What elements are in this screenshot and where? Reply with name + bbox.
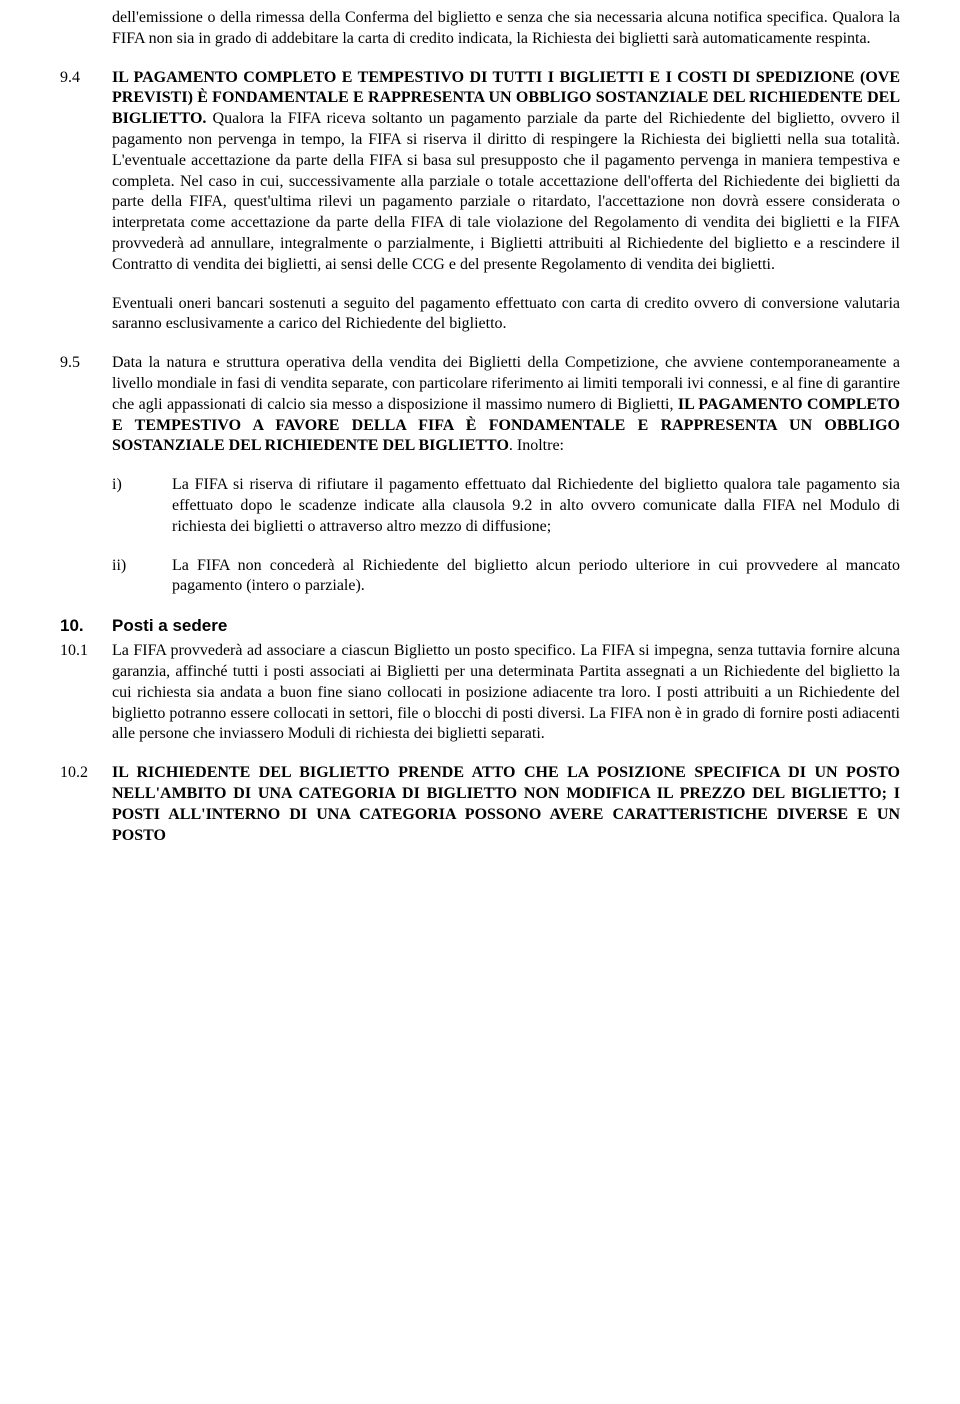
sub-number: i) — [112, 475, 172, 537]
section-title: Posti a sedere — [112, 615, 227, 637]
sub-body: La FIFA non concederà al Richiedente del… — [172, 556, 900, 598]
clause-bold-text: IL RICHIEDENTE DEL BIGLIETTO PRENDE ATTO… — [112, 764, 900, 843]
clause-9-3-continuation: dell'emissione o della rimessa della Con… — [112, 8, 900, 50]
clause-text-2: . Inoltre: — [509, 437, 564, 454]
paragraph-text: Eventuali oneri bancari sostenuti a segu… — [112, 295, 900, 333]
sub-number: ii) — [112, 556, 172, 598]
clause-9-4-para2: Eventuali oneri bancari sostenuti a segu… — [112, 294, 900, 336]
clause-rest-text: Qualora la FIFA riceva soltanto un pagam… — [112, 110, 900, 273]
paragraph-text: dell'emissione o della rimessa della Con… — [112, 9, 900, 47]
clause-9-5: 9.5 Data la natura e struttura operativa… — [60, 353, 900, 457]
clause-number: 9.5 — [60, 353, 112, 457]
sub-item-ii: ii) La FIFA non concederà al Richiedente… — [112, 556, 900, 598]
section-10-heading: 10. Posti a sedere — [60, 615, 900, 637]
clause-9-4: 9.4 IL PAGAMENTO COMPLETO E TEMPESTIVO D… — [60, 68, 900, 276]
clause-number: 10.2 — [60, 763, 112, 846]
clause-number: 9.4 — [60, 68, 112, 276]
clause-body: La FIFA provvederà ad associare a ciascu… — [112, 641, 900, 745]
clause-body: IL PAGAMENTO COMPLETO E TEMPESTIVO DI TU… — [112, 68, 900, 276]
clause-body: IL RICHIEDENTE DEL BIGLIETTO PRENDE ATTO… — [112, 763, 900, 846]
sub-item-i: i) La FIFA si riserva di rifiutare il pa… — [112, 475, 900, 537]
sub-body: La FIFA si riserva di rifiutare il pagam… — [172, 475, 900, 537]
clause-10-1: 10.1 La FIFA provvederà ad associare a c… — [60, 641, 900, 745]
section-number: 10. — [60, 615, 112, 637]
clause-number: 10.1 — [60, 641, 112, 745]
clause-10-2: 10.2 IL RICHIEDENTE DEL BIGLIETTO PRENDE… — [60, 763, 900, 846]
clause-body: Data la natura e struttura operativa del… — [112, 353, 900, 457]
